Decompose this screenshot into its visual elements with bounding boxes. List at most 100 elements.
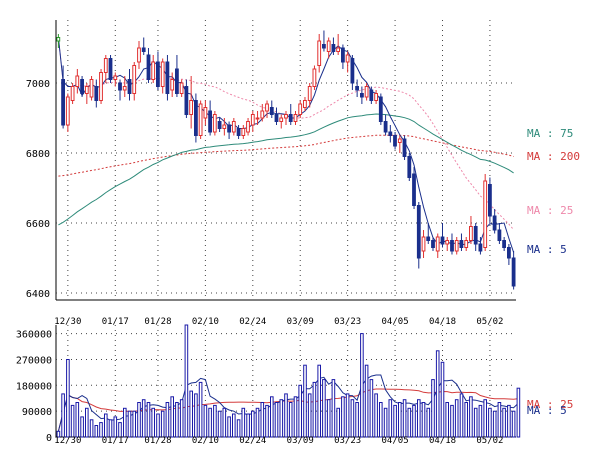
candle-body xyxy=(369,89,374,101)
volume-bar xyxy=(151,407,155,438)
candle-body xyxy=(184,86,189,115)
candle-body xyxy=(412,173,416,206)
volume-bar xyxy=(312,381,317,438)
volume-bar xyxy=(317,364,321,438)
candle-body xyxy=(265,103,269,112)
ma-5-line xyxy=(57,37,515,253)
volume-bar xyxy=(341,396,345,438)
volume-ma-5-line xyxy=(57,374,519,432)
candle-body xyxy=(151,61,156,80)
volume-date-label: 03/23 xyxy=(334,436,361,446)
price-date-label: 01/28 xyxy=(144,317,171,327)
volume-bar xyxy=(203,404,208,438)
volume-bar xyxy=(141,399,146,438)
candle-body xyxy=(416,205,421,259)
candle-body xyxy=(284,114,288,119)
candle-body xyxy=(473,226,478,245)
candle-body xyxy=(137,47,141,63)
volume-bar xyxy=(435,350,440,438)
volume-date-label: 01/17 xyxy=(102,436,129,446)
price-date-label: 12/30 xyxy=(54,317,81,327)
volume-bar xyxy=(331,379,336,438)
candle-body xyxy=(378,96,383,122)
candle-body xyxy=(179,82,184,94)
candle-body xyxy=(421,236,426,252)
candle-body xyxy=(435,236,440,252)
volume-date-label: 04/05 xyxy=(382,436,409,446)
volume-bar xyxy=(364,364,369,438)
volume-bar xyxy=(227,416,231,438)
volume-bar xyxy=(246,413,250,438)
price-date-label: 03/23 xyxy=(334,317,361,327)
price-date-label: 05/02 xyxy=(476,317,503,327)
volume-bar xyxy=(469,396,473,438)
candle-body xyxy=(222,124,227,129)
candle-body xyxy=(341,47,345,63)
price-ma-label: MA : 5 xyxy=(527,243,567,256)
price-ma-label: MA : 25 xyxy=(527,204,573,217)
candlesticks xyxy=(56,30,516,290)
candle-body xyxy=(279,117,284,122)
candle-body xyxy=(227,124,231,133)
volume-bar xyxy=(89,419,94,438)
volume-bar xyxy=(132,410,136,438)
candle-body xyxy=(189,100,193,115)
volume-bar xyxy=(388,399,393,438)
candle-body xyxy=(75,75,80,87)
volume-bar xyxy=(407,407,412,438)
volume-bar xyxy=(379,402,383,438)
candle-body xyxy=(175,68,179,94)
volume-bar xyxy=(478,404,483,438)
candle-body xyxy=(459,240,464,248)
candle-body xyxy=(322,44,326,49)
volume-bar xyxy=(322,379,326,438)
candle-body xyxy=(298,103,303,115)
volume-tick-label: 360000 xyxy=(16,330,52,341)
candle-body xyxy=(127,79,132,94)
candle-body xyxy=(402,138,407,157)
volume-bar xyxy=(497,402,502,438)
volume-axis: 90000 180000 270000 360000 0 xyxy=(16,330,52,444)
candle-body xyxy=(483,180,488,248)
candle-body xyxy=(317,40,322,66)
volume-bar xyxy=(61,393,65,438)
volume-date-label: 03/09 xyxy=(287,436,314,446)
candle-body xyxy=(241,128,246,136)
candle-body xyxy=(198,103,203,136)
candle-body xyxy=(122,86,127,91)
candle-body xyxy=(246,121,250,133)
candle-body xyxy=(307,86,312,101)
volume-date-label: 02/10 xyxy=(192,436,219,446)
price-date-label: 04/18 xyxy=(429,317,456,327)
volume-bar xyxy=(274,402,279,438)
volume-bar xyxy=(445,402,449,438)
candle-body xyxy=(65,96,70,126)
volume-bar xyxy=(398,402,402,438)
candle-body xyxy=(407,156,412,178)
candle-body xyxy=(146,54,151,80)
candle-body xyxy=(478,243,483,252)
candle-body xyxy=(303,100,307,108)
candle-body xyxy=(236,128,241,136)
volume-bar xyxy=(184,324,189,438)
volume-bar xyxy=(360,333,364,438)
volume-bar xyxy=(431,379,435,438)
volume-bar xyxy=(70,404,75,438)
volume-bar xyxy=(516,387,521,438)
candle-body xyxy=(431,240,435,248)
candle-body xyxy=(464,240,469,248)
volume-ma-label: MA : 25 xyxy=(527,398,573,411)
volume-tick-label: 270000 xyxy=(16,355,52,366)
volume-bar xyxy=(146,402,151,438)
volume-bar xyxy=(165,402,170,438)
candle-body xyxy=(312,68,317,87)
candle-body xyxy=(84,86,89,94)
volume-tick-label: 90000 xyxy=(22,407,52,418)
volume-bar xyxy=(222,407,227,438)
volume-bar xyxy=(123,407,127,438)
volume-bar xyxy=(502,407,506,438)
price-date-label: 01/17 xyxy=(102,317,129,327)
candle-body xyxy=(492,215,497,231)
candle-body xyxy=(260,110,265,119)
